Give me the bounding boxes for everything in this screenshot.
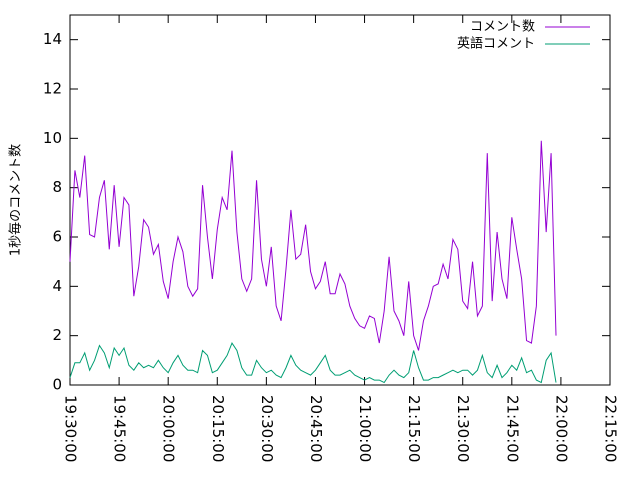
y-tick-label: 6 [52,228,62,246]
x-tick-label: 21:00:00 [356,395,374,462]
y-axis-label: 1秒毎のコメント数 [8,144,24,256]
legend-label: 英語コメント [457,36,535,52]
x-tick-label: 19:30:00 [62,395,80,462]
x-tick-label: 20:30:00 [258,395,276,462]
plot-border [69,14,611,386]
y-tick-label: 2 [52,326,62,344]
series-line [69,140,557,351]
y-tick-label: 12 [43,80,62,98]
y-tick-label: 4 [52,277,62,295]
y-tick-label: 0 [52,376,62,394]
legend-label: コメント数 [470,20,535,35]
x-tick-label: 20:45:00 [307,395,325,462]
y-tick-label: 8 [52,178,62,196]
x-tick-label: 22:00:00 [552,395,570,462]
x-tick-label: 21:30:00 [454,395,472,462]
y-tick-label: 10 [43,129,62,147]
x-tick-label: 20:00:00 [160,395,178,462]
x-tick-label: 19:45:00 [111,395,129,462]
x-tick-label: 21:15:00 [405,395,423,462]
series-line [69,341,557,384]
y-tick-label: 14 [43,30,62,48]
x-tick-label: 22:15:00 [602,395,620,462]
x-tick-label: 21:45:00 [503,395,521,462]
x-tick-label: 20:15:00 [209,395,227,462]
